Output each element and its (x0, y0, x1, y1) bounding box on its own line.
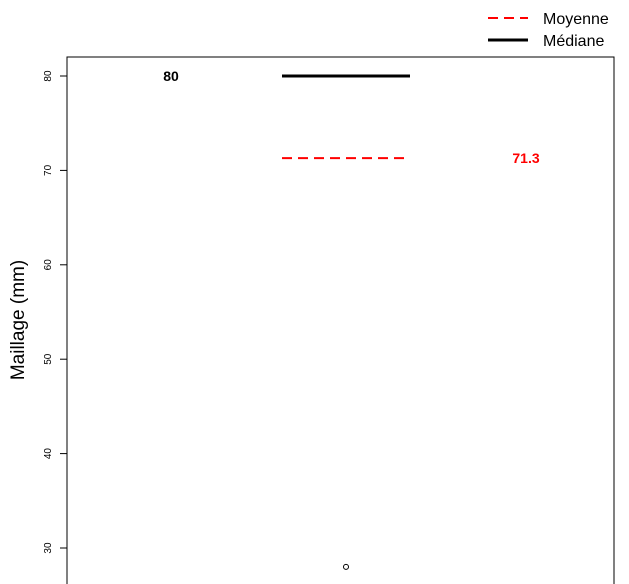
plot-frame (66, 56, 615, 584)
y-tick-label: 60 (43, 259, 54, 271)
legend-mean-label: Moyenne (543, 11, 609, 28)
outlier-point (343, 563, 349, 570)
y-tick-label: 80 (43, 70, 54, 82)
y-tick-label: 40 (43, 448, 54, 460)
legend: Moyenne Médiane (488, 11, 609, 50)
legend-median-label: Médiane (543, 33, 604, 50)
y-tick-label: 50 (43, 353, 54, 365)
mean-label: 71.3 (512, 150, 539, 166)
y-tick-label: 30 (43, 542, 54, 554)
y-axis-label: Maillage (mm) (8, 260, 29, 380)
y-axis: 30 40 50 60 70 80 (43, 70, 67, 554)
median-label: 80 (163, 68, 179, 84)
outliers (343, 563, 349, 570)
y-tick-label: 70 (43, 164, 54, 176)
